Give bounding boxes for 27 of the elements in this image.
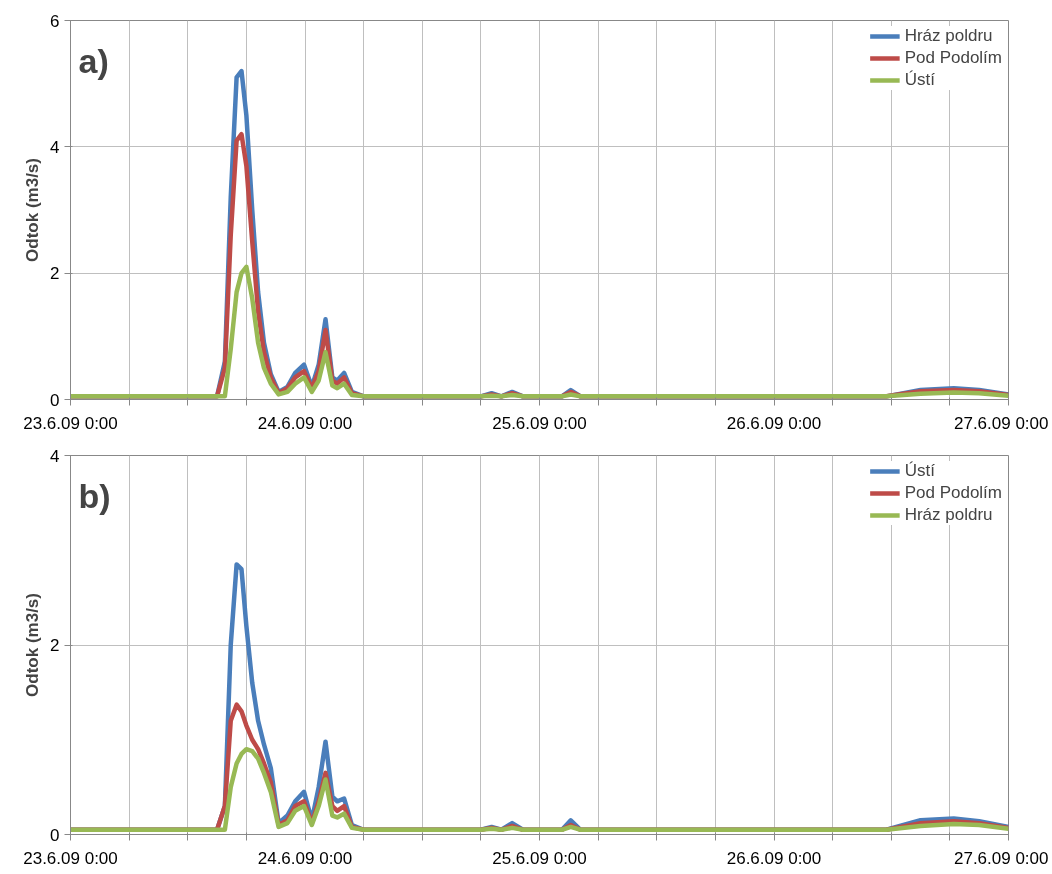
x-tick-label: 23.6.09 0:00 (23, 848, 118, 868)
x-tick-label: 27.6.09 0:00 (953, 848, 1049, 868)
y-axis-title: Odtok (m3/s) (23, 158, 43, 262)
x-tick-label: 25.6.09 0:00 (492, 413, 587, 433)
x-tick-label: 25.6.09 0:00 (492, 848, 587, 868)
annotation: a) (78, 41, 109, 80)
x-tick-label: 26.6.09 0:00 (726, 848, 822, 868)
x-tick-label: 26.6.09 0:00 (726, 413, 822, 433)
y-axis-title: Odtok (m3/s) (23, 593, 43, 697)
y-tick-label: 4 (50, 446, 60, 466)
legend-label: Hráz poldru (904, 505, 993, 525)
legend-label: Pod Podolím (904, 483, 1002, 503)
y-tick-label: 2 (50, 636, 60, 655)
y-tick-label: 4 (50, 137, 60, 157)
legend-label: Hráz poldru (904, 26, 993, 46)
y-tick-label: 0 (50, 390, 60, 410)
x-tick-label: 27.6.09 0:00 (953, 413, 1049, 433)
legend-label: Pod Podolím (904, 48, 1002, 68)
y-tick-label: 0 (50, 825, 60, 845)
legend-label: Ústí (904, 70, 935, 90)
x-tick-label: 24.6.09 0:00 (257, 413, 353, 433)
y-tick-label: 6 (50, 11, 60, 31)
y-tick-label: 2 (50, 264, 60, 284)
annotation: b) (78, 476, 111, 515)
x-tick-label: 23.6.09 0:00 (23, 413, 118, 433)
legend-label: Ústí (904, 461, 935, 481)
x-tick-label: 24.6.09 0:00 (257, 848, 353, 868)
